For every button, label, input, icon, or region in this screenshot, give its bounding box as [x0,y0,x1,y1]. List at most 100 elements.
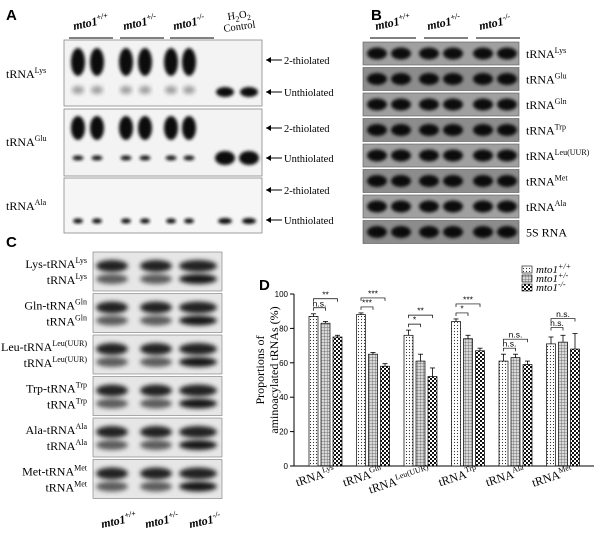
significance-bracket [408,314,433,319]
band-a-glu-thiolated [90,116,104,140]
significance-label: ** [417,306,424,316]
panel-a-control-line2: Control [223,20,256,35]
blot-b-label-5: tRNAMet [526,174,568,189]
bar [570,348,580,467]
legend-label: mto1-/- [536,280,566,294]
band-c-uncharged [96,481,128,492]
band-a-glu-thiolated [138,116,152,140]
blot-c-charged-label-5: Met-tRNAMet [22,464,88,479]
blot-a-glu: tRNAGlu [6,108,263,177]
band-a-lys-weak [139,86,151,94]
band-a-lys-thiolated [119,48,133,76]
blot-b-label-7: 5S RNA [526,226,567,240]
band-c-uncharged [140,315,172,326]
band-c-charged [140,467,172,480]
blot-c-uncharged-label-2: tRNALeu(UUR) [24,355,88,370]
band-b [391,149,411,162]
band-a-glu-thiolated [71,116,85,140]
band-b [367,124,387,136]
band-a-ala-unthiolated [140,218,150,224]
band-c-charged [96,384,128,397]
band-c-charged [179,384,217,397]
band-b [497,98,517,111]
band-c-charged [140,426,172,438]
y-tick-label: 80 [279,324,288,333]
band-b [419,200,439,213]
significance-label: n.s. [556,309,570,319]
band-b [473,98,493,111]
band-b [473,175,493,187]
panel-c-genotype-footer: mto1+/+ mto1+/- mto1-/- [100,509,223,531]
bar [356,314,366,467]
panel-a-control-line1: H2O2 [227,9,252,25]
panel-b-genotype-header: mto1+/+ mto1+/- mto1-/- [370,11,520,39]
band-a-lys-control [216,87,234,97]
significance-bracket [313,298,338,302]
panel-c-genotype-3: mto1-/- [188,509,223,530]
panel-b-genotype-2: mto1+/- [426,11,463,33]
blot-b-label-0: tRNALys [526,46,566,61]
band-b [473,124,493,136]
band-b [497,73,517,85]
band-b [391,47,411,60]
band-b [419,175,439,187]
band-c-charged [96,467,128,480]
band-c-uncharged [140,357,172,367]
band-c-charged [96,260,128,272]
arrow-ala-thiolated: 2-thiolated [284,186,330,197]
blot-b-label-6: tRNAAla [526,199,567,214]
band-a-glu-thiolated [119,116,133,140]
significance-bracket [503,347,516,352]
band-b [367,175,387,187]
panel-b-northern-blots: tRNALys tRNAGlu tRNAGln tRNATrp tRNALeu(UUR)… [362,41,590,244]
band-a-glu-unthiolated [165,155,177,161]
legend-label: mto1+/- [536,271,569,285]
band-b [419,149,439,162]
band-a-lys-thiolated [182,48,196,76]
y-tick-label: 40 [279,393,288,402]
band-a-ala-unthiolated [121,218,131,224]
blot-c-charged-label-2: Leu-tRNALeu(UUR) [1,339,87,354]
significance-label: *** [368,288,379,298]
band-b [419,73,439,85]
band-a-lys-weak [120,86,132,94]
blot-c-uncharged-label-4: tRNAAla [47,438,88,453]
band-c-uncharged [96,274,128,284]
band-a-lys-thiolated [164,48,178,76]
band-b [497,175,517,187]
y-tick-label: 20 [279,428,288,437]
bar [332,336,343,467]
band-c-charged [96,343,128,355]
arrow-lys-unthiolated: Unthiolated [284,88,334,99]
significance-label: n.s. [503,339,517,349]
bar [522,364,533,467]
band-a-glu-thiolated [182,116,196,140]
band-a-lys-weak [165,86,177,94]
band-b [473,149,493,162]
blot-b-label-4: tRNALeu(UUR) [526,148,590,163]
band-c-uncharged [179,274,217,284]
bar-chart: 020406080100n.s.**tRNALys******tRNAGln**… [275,288,594,496]
band-c-charged [179,260,217,272]
blot-c-uncharged-label-0: tRNALys [47,272,87,287]
band-b [443,149,463,162]
band-b [443,175,463,187]
panel-a-genotype-1: mto1+/+ [72,11,111,33]
band-b [497,149,517,162]
band-c-charged [140,260,172,272]
band-b [443,226,463,238]
band-b [391,98,411,111]
band-a-glu-unthiolated [72,155,84,161]
significance-bracket [503,338,528,343]
band-a-ala-control [242,218,256,224]
band-b [419,47,439,60]
significance-bracket [455,312,469,316]
bar [510,357,521,467]
blot-b-label-1: tRNAGlu [526,72,567,87]
band-a-glu-control [215,151,235,165]
band-b [367,73,387,85]
band-a-ala-control [218,218,232,224]
band-c-charged [96,426,128,438]
band-b [391,226,411,238]
